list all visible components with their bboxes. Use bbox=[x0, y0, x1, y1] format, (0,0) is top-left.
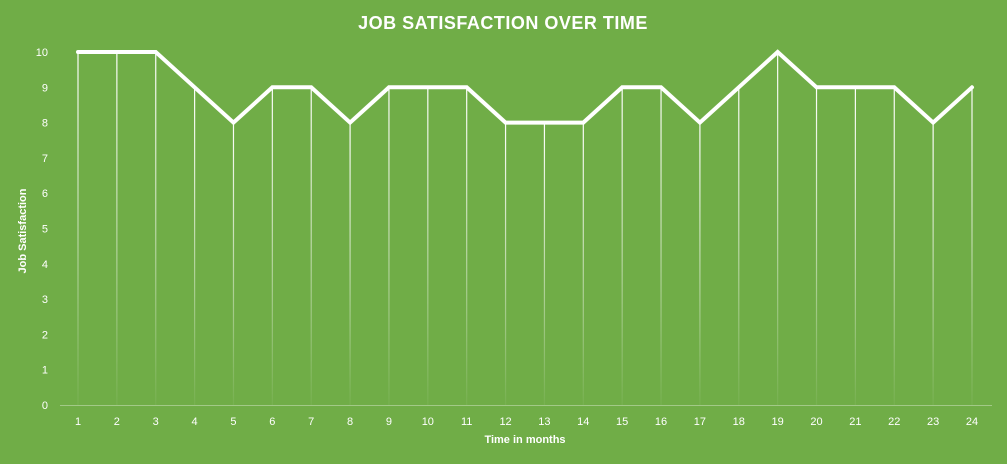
y-tick-label: 9 bbox=[42, 82, 48, 94]
y-tick-label: 8 bbox=[42, 118, 48, 130]
drop-line bbox=[815, 87, 818, 406]
drop-line bbox=[777, 52, 779, 405]
y-tick-label: 10 bbox=[36, 47, 48, 59]
y-tick-label: 3 bbox=[42, 294, 48, 306]
chart-title: JOB SATISFACTION OVER TIME bbox=[358, 13, 648, 33]
x-tick-label: 21 bbox=[849, 416, 861, 428]
y-tick-label: 6 bbox=[42, 188, 48, 200]
x-tick-label: 5 bbox=[230, 416, 236, 428]
x-tick-label: 7 bbox=[308, 416, 314, 428]
drop-line bbox=[349, 122, 351, 405]
drop-line bbox=[971, 87, 973, 406]
y-tick-label: 4 bbox=[42, 259, 48, 271]
drop-line bbox=[543, 122, 546, 405]
x-tick-label: 17 bbox=[694, 416, 706, 428]
x-tick-label: 15 bbox=[616, 416, 628, 428]
drop-line bbox=[271, 87, 273, 406]
drop-line bbox=[232, 122, 235, 405]
drop-line bbox=[932, 122, 934, 405]
x-tick-label: 22 bbox=[888, 416, 900, 428]
series-line bbox=[76, 49, 974, 126]
x-tick-label: 2 bbox=[114, 416, 120, 428]
y-tick-label: 0 bbox=[42, 400, 48, 412]
x-tick-label: 24 bbox=[966, 416, 978, 428]
x-tick-label: 9 bbox=[386, 416, 392, 428]
drop-line bbox=[310, 87, 312, 406]
x-tick-label: 8 bbox=[347, 416, 353, 428]
x-tick-label: 23 bbox=[927, 416, 939, 428]
x-axis: 1 2 3 4 5 6 7 8 9 10 11 12 13 14 15 16 17 18 19 20 21 22 23 24 bbox=[75, 416, 978, 428]
drop-line bbox=[388, 87, 390, 406]
drop-line bbox=[194, 87, 196, 406]
x-tick-label: 11 bbox=[461, 416, 472, 428]
y-axis-label: Job Satisfaction bbox=[17, 188, 29, 273]
drop-line bbox=[699, 122, 701, 405]
y-tick-label: 5 bbox=[42, 224, 48, 236]
drop-line bbox=[116, 52, 118, 405]
drop-line bbox=[466, 87, 468, 406]
x-tick-label: 1 bbox=[75, 416, 81, 428]
drop-line bbox=[77, 52, 79, 405]
y-tick-label: 1 bbox=[42, 365, 48, 377]
x-tick-label: 6 bbox=[269, 416, 275, 428]
x-tick-label: 4 bbox=[192, 416, 198, 428]
drop-line bbox=[854, 87, 856, 406]
x-tick-label: 10 bbox=[422, 416, 434, 428]
x-tick-label: 19 bbox=[772, 416, 784, 428]
drop-line bbox=[621, 87, 623, 406]
x-axis-label: Time in months bbox=[484, 434, 565, 446]
x-tick-label: 3 bbox=[153, 416, 159, 428]
x-tick-label: 13 bbox=[538, 416, 550, 428]
x-tick-label: 18 bbox=[733, 416, 745, 428]
x-tick-label: 14 bbox=[577, 416, 589, 428]
y-axis: 0 1 2 3 4 5 6 7 8 9 10 bbox=[36, 47, 48, 412]
drop-line bbox=[893, 87, 895, 406]
x-tick-label: 20 bbox=[810, 416, 822, 428]
drop-lines bbox=[77, 52, 973, 406]
drop-line bbox=[660, 87, 662, 406]
y-tick-label: 7 bbox=[42, 153, 48, 165]
x-tick-label: 12 bbox=[499, 416, 511, 428]
drop-line bbox=[155, 52, 157, 405]
y-tick-label: 2 bbox=[42, 329, 48, 341]
drop-line bbox=[582, 122, 584, 405]
drop-line bbox=[738, 87, 740, 406]
drop-line bbox=[504, 122, 507, 405]
x-tick-label: 16 bbox=[655, 416, 667, 428]
drop-line bbox=[427, 87, 429, 406]
